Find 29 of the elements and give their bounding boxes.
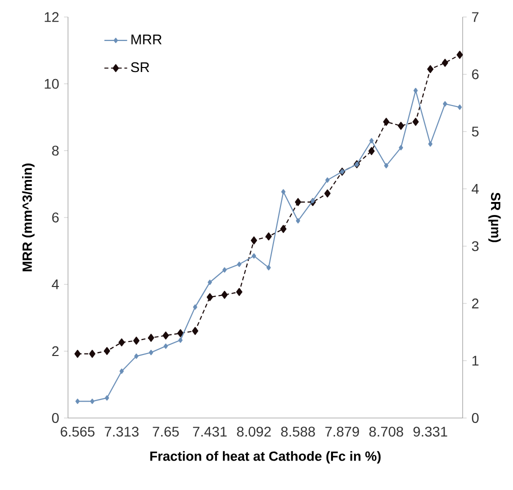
legend-label: SR [130,62,150,72]
y2-axis-title: SR (µm) [488,192,501,242]
y-tick-label: 2 [52,346,59,356]
x-tick-label: 7.431 [193,426,227,437]
y2-tick-label: 4 [472,184,479,194]
legend-label: MRR [131,34,162,44]
x-tick-label: 7.65 [152,426,179,437]
x-tick-label: 9.331 [413,426,448,437]
y2-tick-label: 0 [472,413,479,423]
y2-tick-label: 1 [472,356,478,366]
x-tick-label: 8.708 [369,426,404,437]
y2-tick-label: 5 [472,126,479,136]
y2-tick-label: 6 [472,69,479,80]
y-tick-label: 6 [52,212,59,222]
y-axis-title: MRR (mm^3/min) [22,164,35,272]
x-tick-label: 8.588 [281,426,315,437]
x-axis-title: Fraction of heat at Cathode (Fc in %) [150,451,381,464]
x-tick-label: 6.565 [60,426,94,437]
y-tick-label: 8 [52,146,59,156]
x-tick-label: 7.313 [104,426,139,437]
y-tick-label: 10 [44,78,59,89]
y-tick-label: 0 [52,413,59,423]
y-tick-label: 12 [44,12,59,22]
y2-tick-label: 2 [472,298,478,308]
y2-tick-label: 3 [472,241,479,252]
x-tick-label: 8.092 [237,426,271,437]
y2-tick-label: 7 [472,12,478,22]
x-tick-label: 7.879 [325,426,359,437]
y-tick-label: 4 [52,280,59,290]
